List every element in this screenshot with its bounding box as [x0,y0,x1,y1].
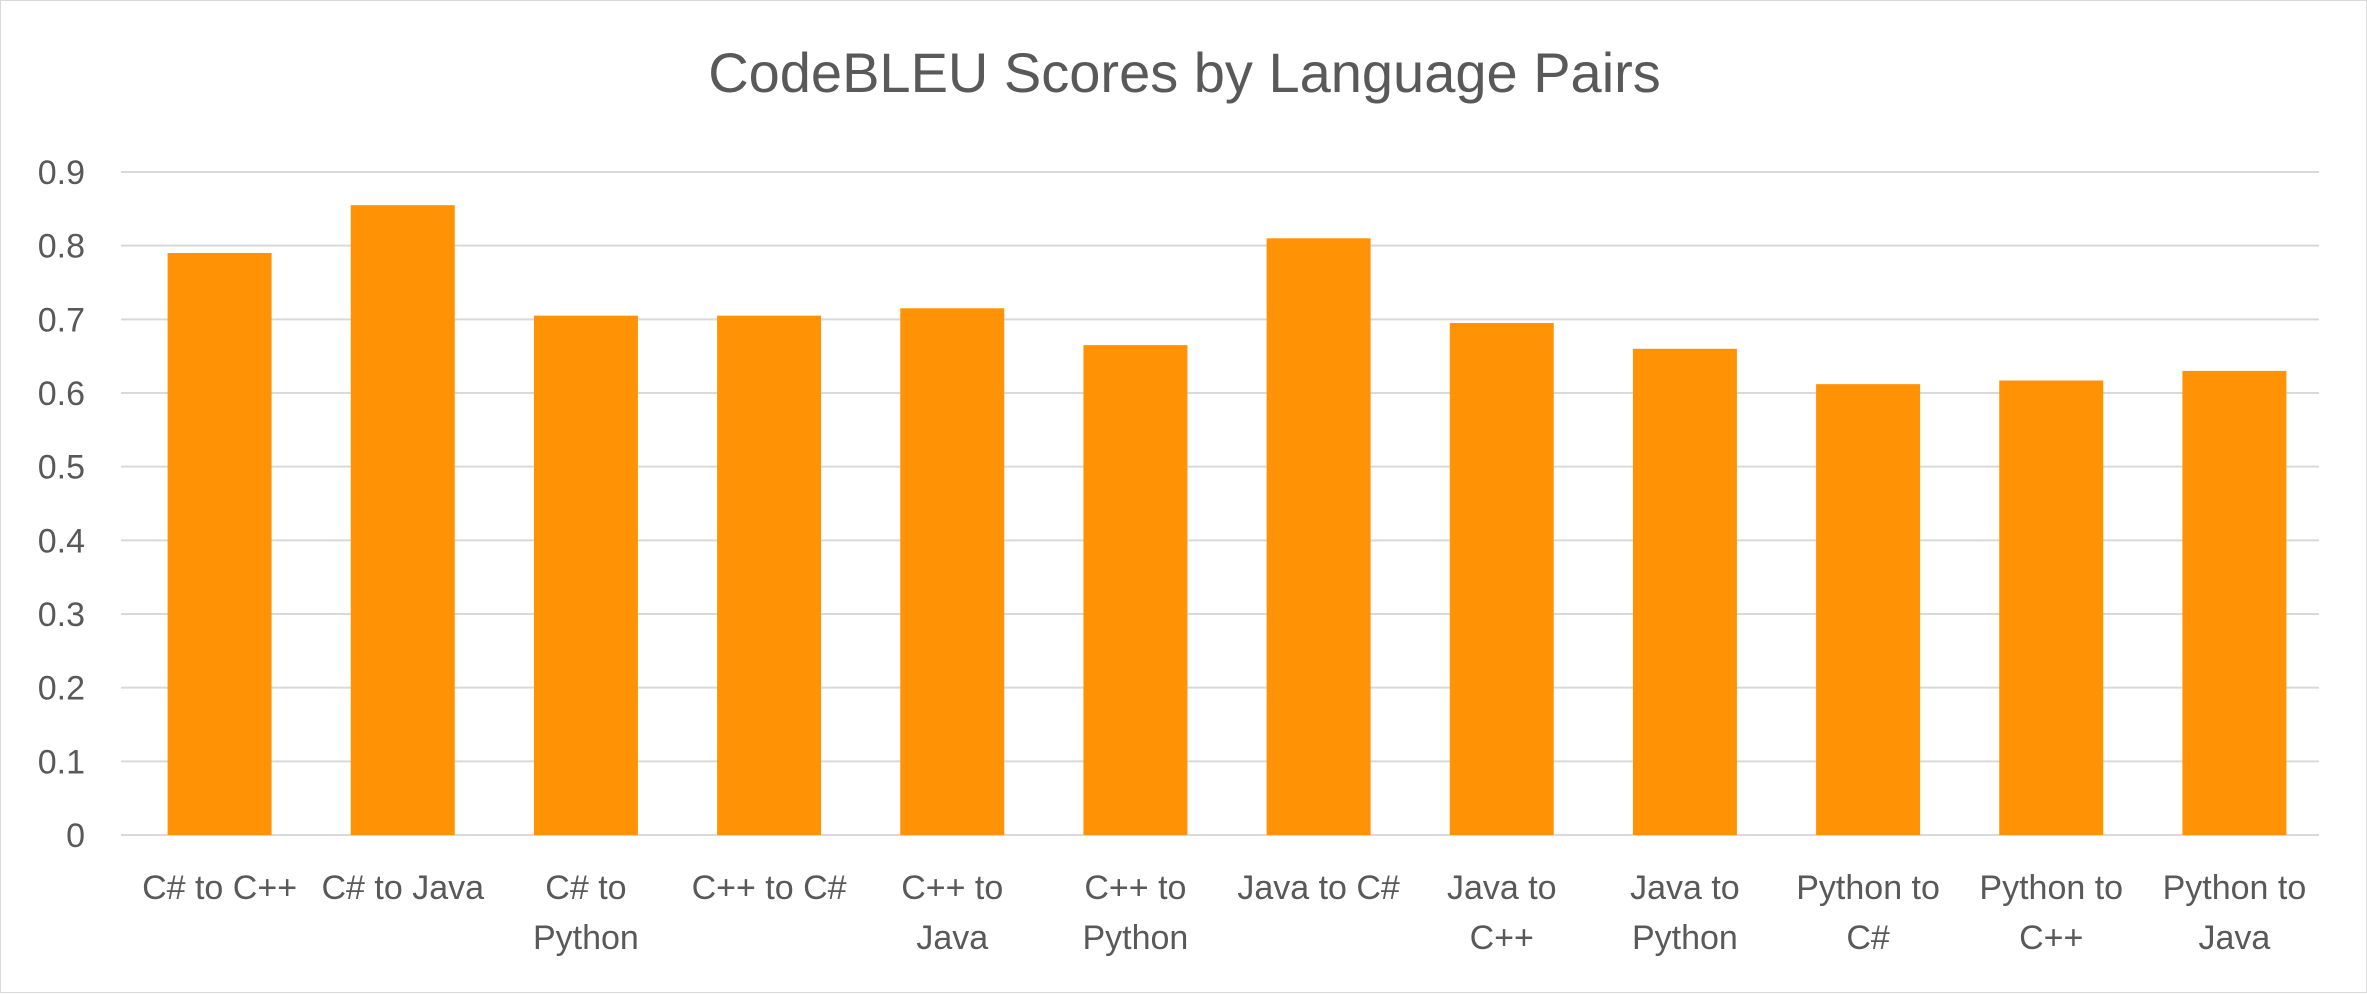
bar [1816,384,1921,835]
y-tick-label: 0.2 [38,670,85,708]
x-tick-label: Java to Python [1630,869,1740,957]
y-tick-label: 0.9 [38,154,85,192]
y-tick-label: 0.1 [38,743,85,781]
x-tick-label: C# to C++ [142,869,297,907]
bar [900,308,1005,835]
bar [1266,238,1371,836]
bar [717,315,822,835]
bars [167,205,2287,836]
x-axis-ticks: C# to C++ C# to Java C# to Python C++ to C# C… [142,869,2306,957]
gridlines [121,171,2319,836]
x-tick-label: C++ to Java [901,869,1003,957]
bar [533,315,638,835]
x-tick-label: Java to C++ [1447,869,1557,957]
x-tick-label: C# to Python [533,869,639,957]
bar [1449,323,1554,835]
x-tick-label: Python to Java [2163,869,2307,957]
bar [167,253,272,836]
y-tick-label: 0.8 [38,228,85,266]
bar [1632,348,1737,835]
y-tick-label: 0 [66,817,85,855]
x-tick-label: C++ to C# [692,869,847,907]
y-tick-label: 0.6 [38,375,85,413]
bar [1999,380,2104,835]
y-axis-ticks: 0 0.1 0.2 0.3 0.4 0.5 0.6 0.7 0.8 0.9 [38,154,85,855]
x-tick-label: C# to Java [321,869,484,907]
chart-title: CodeBLEU Scores by Language Pairs [708,41,1661,104]
x-tick-label: C++ to Python [1082,869,1188,957]
bar [1083,345,1188,835]
y-tick-label: 0.7 [38,301,85,339]
y-tick-label: 0.5 [38,449,85,487]
x-tick-label: Java to C# [1237,869,1400,907]
x-tick-label: Python to C++ [1979,869,2123,957]
y-tick-label: 0.3 [38,596,85,634]
y-tick-label: 0.4 [38,522,85,560]
bar [2182,370,2287,835]
x-tick-label: Python to C# [1796,869,1940,957]
bar [350,205,455,835]
